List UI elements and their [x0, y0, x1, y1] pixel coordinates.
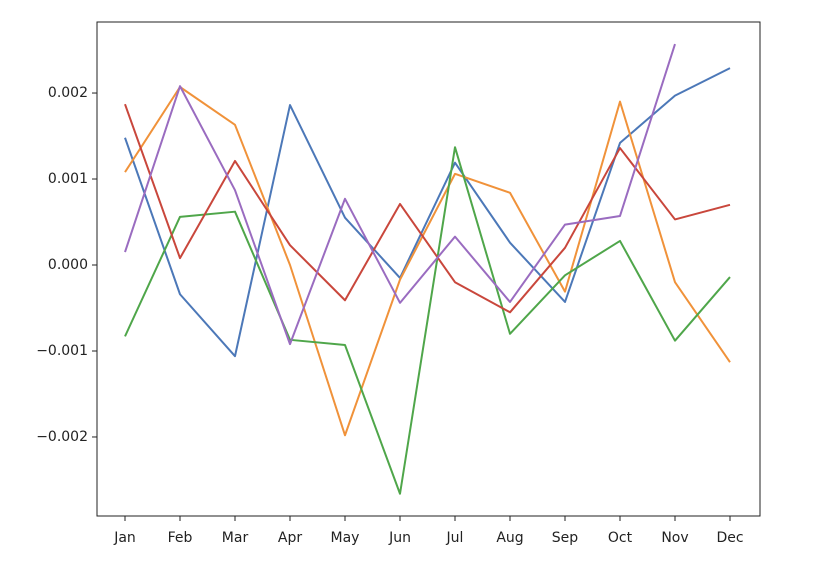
- series-line: [124, 103, 731, 314]
- x-tick-label: Mar: [222, 530, 249, 546]
- y-tick-label: −0.002: [36, 429, 88, 445]
- y-tick-label: 0.002: [48, 85, 88, 101]
- series-line: [124, 146, 731, 495]
- x-tick-label: Jul: [446, 530, 464, 546]
- x-tick-label: Nov: [661, 530, 688, 546]
- y-tick-label: −0.001: [36, 343, 88, 359]
- x-tick-label: Jun: [388, 530, 411, 546]
- y-tick-label: 0.001: [48, 171, 88, 187]
- x-tick-label: May: [331, 530, 360, 546]
- x-tick-label: Feb: [168, 530, 193, 546]
- y-tick-label: 0.000: [48, 257, 88, 273]
- x-tick-label: Oct: [608, 530, 633, 546]
- x-tick-label: Sep: [552, 530, 579, 546]
- x-tick-label: Jan: [113, 530, 136, 546]
- series-line: [124, 43, 676, 346]
- plot-frame: [96, 21, 761, 517]
- x-tick-label: Dec: [716, 530, 743, 546]
- x-tick-label: Aug: [496, 530, 523, 546]
- x-tick-label: Apr: [278, 530, 302, 546]
- series-line: [124, 86, 731, 437]
